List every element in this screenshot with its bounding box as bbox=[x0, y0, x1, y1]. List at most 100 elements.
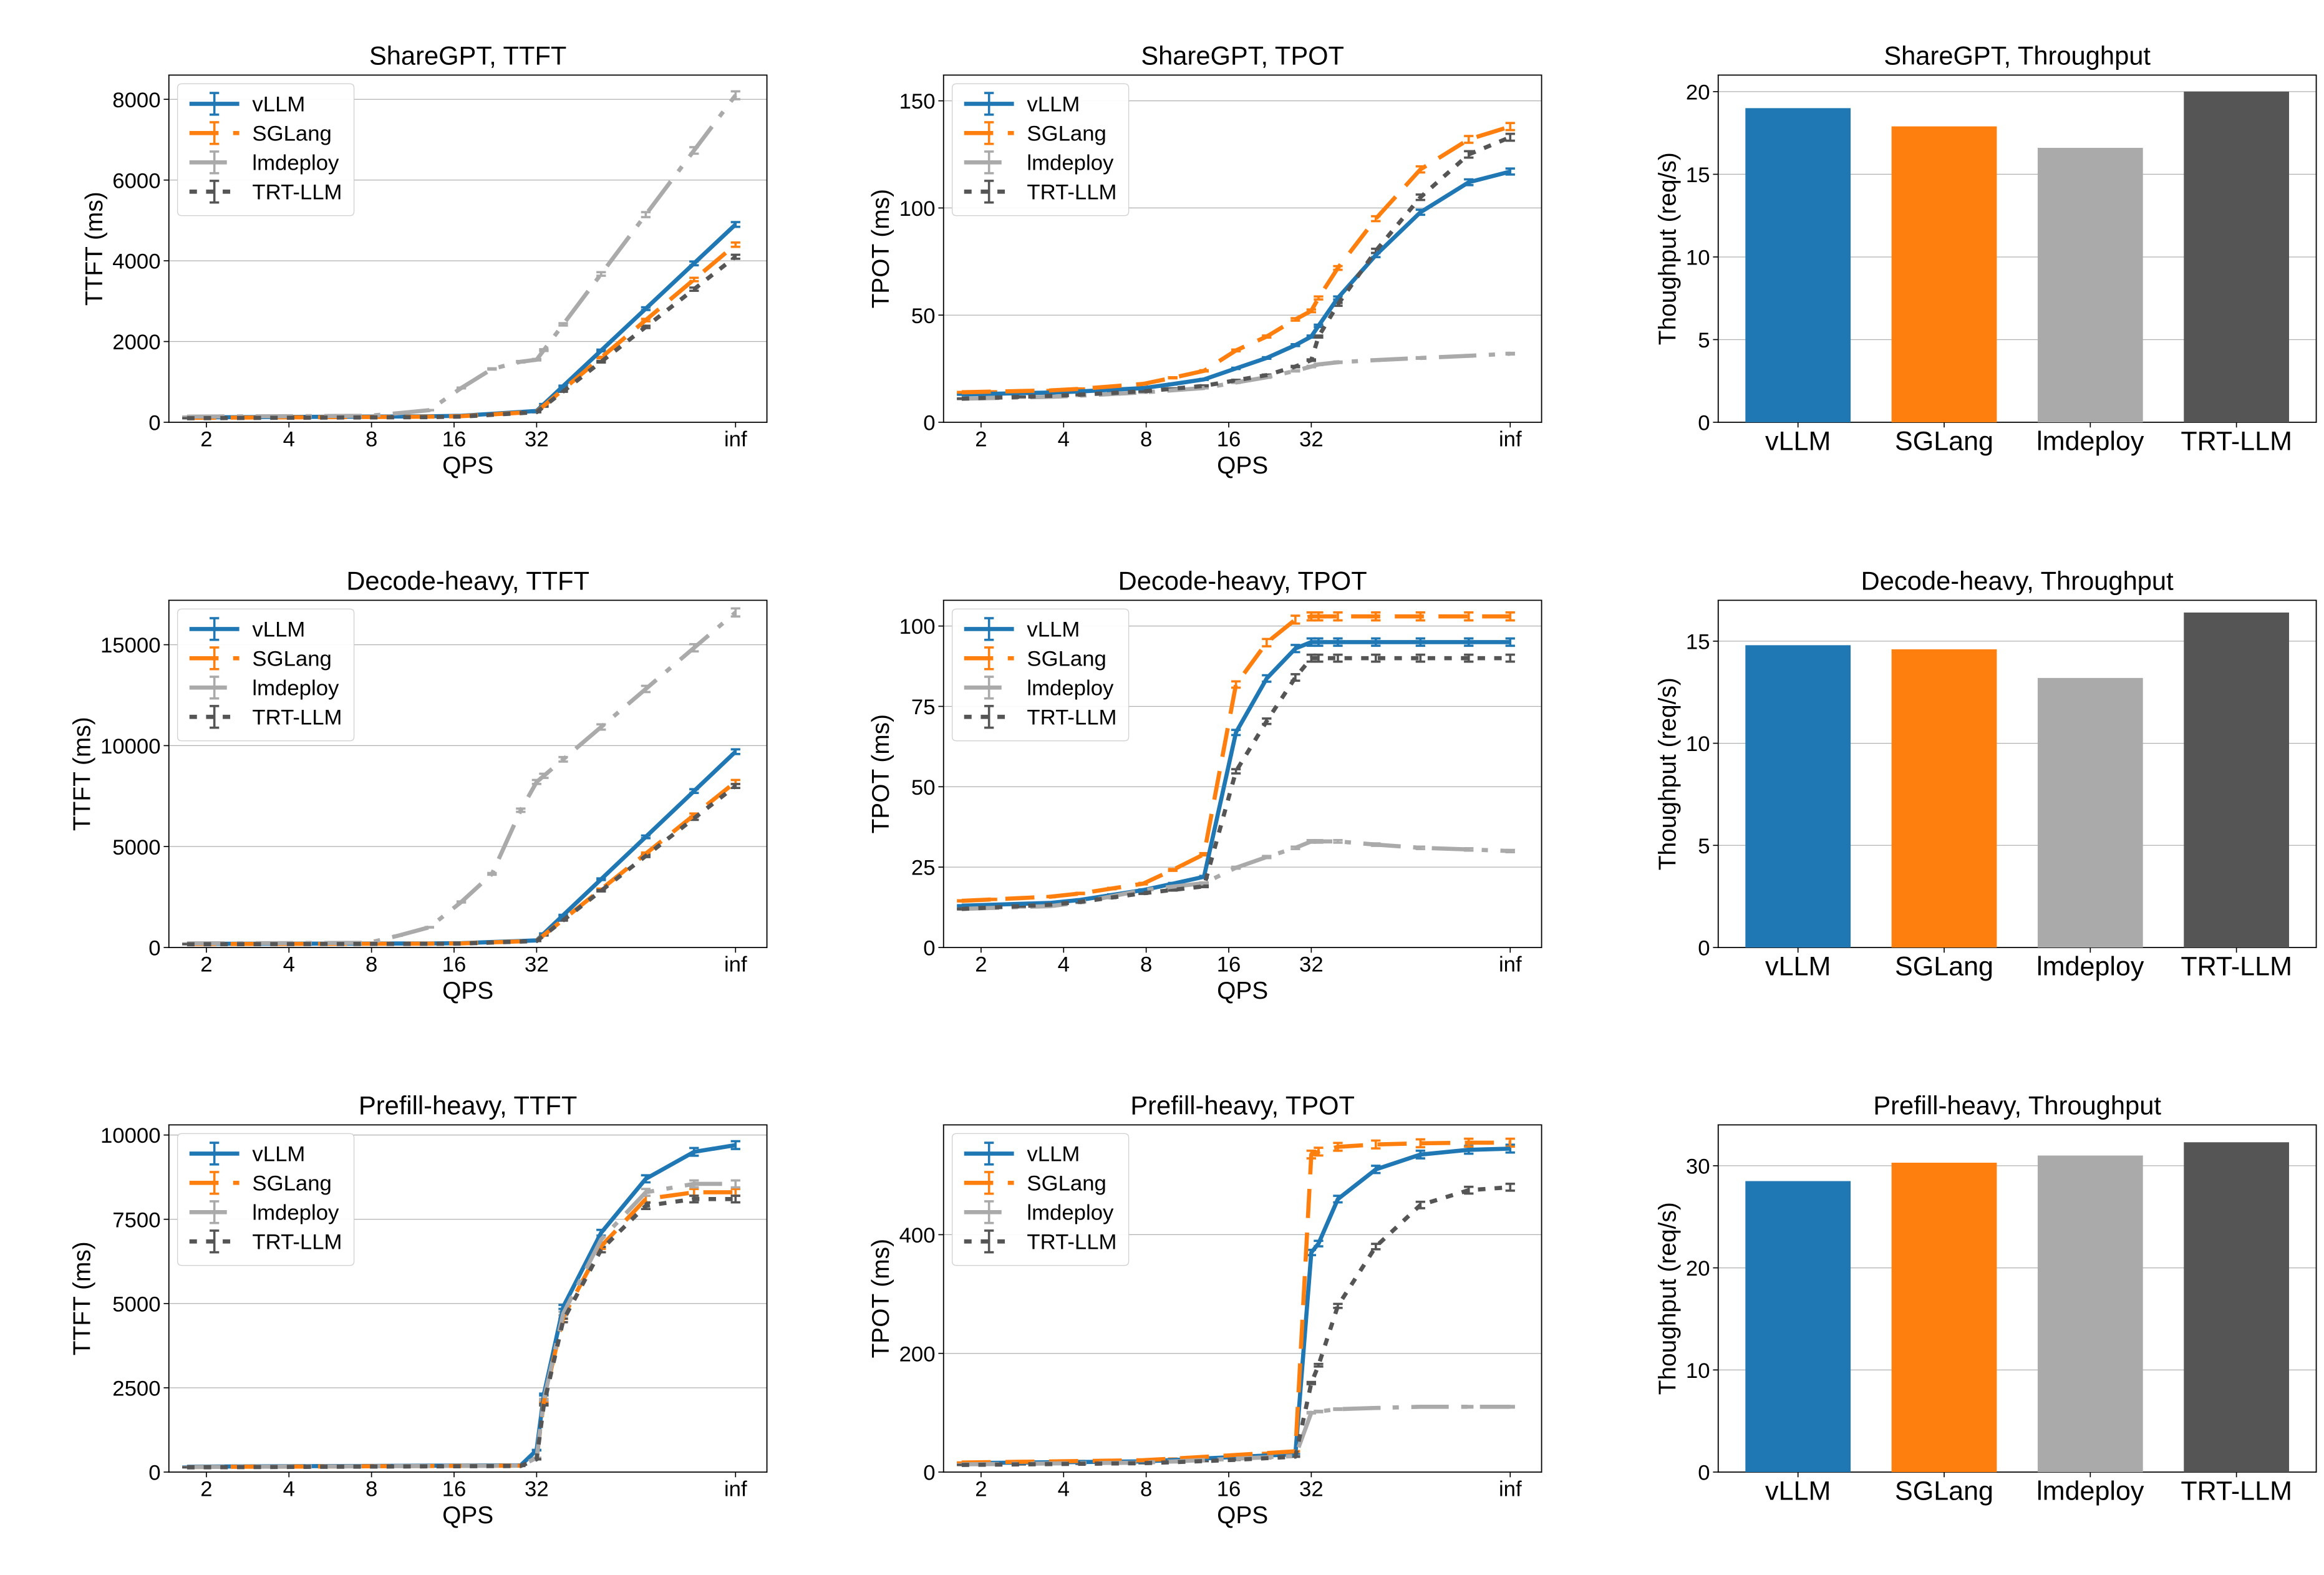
svg-text:Thoughput (req/s): Thoughput (req/s) bbox=[1655, 152, 1682, 345]
svg-text:32: 32 bbox=[525, 952, 549, 976]
svg-text:4: 4 bbox=[283, 427, 295, 451]
svg-text:inf: inf bbox=[1499, 427, 1522, 451]
svg-text:SGLang: SGLang bbox=[252, 122, 331, 146]
svg-text:50: 50 bbox=[911, 304, 936, 328]
svg-text:5: 5 bbox=[1698, 329, 1710, 352]
svg-text:QPS: QPS bbox=[442, 1502, 493, 1529]
svg-text:16: 16 bbox=[1217, 427, 1241, 451]
svg-text:16: 16 bbox=[1217, 1478, 1241, 1501]
svg-text:inf: inf bbox=[1499, 1478, 1522, 1501]
svg-text:32: 32 bbox=[1299, 952, 1324, 976]
svg-text:32: 32 bbox=[1299, 427, 1324, 451]
svg-text:8000: 8000 bbox=[112, 89, 160, 112]
svg-text:2500: 2500 bbox=[112, 1377, 160, 1401]
svg-text:lmdeploy: lmdeploy bbox=[252, 676, 339, 700]
svg-text:SGLang: SGLang bbox=[252, 647, 331, 671]
svg-text:0: 0 bbox=[923, 412, 935, 435]
svg-text:SGLang: SGLang bbox=[1027, 647, 1106, 671]
svg-text:8: 8 bbox=[1140, 952, 1152, 976]
svg-text:TTFT (ms): TTFT (ms) bbox=[81, 191, 108, 306]
svg-text:SGLang: SGLang bbox=[1027, 122, 1106, 146]
svg-text:2: 2 bbox=[200, 952, 212, 976]
svg-text:QPS: QPS bbox=[1217, 977, 1268, 1004]
svg-text:TTFT (ms): TTFT (ms) bbox=[69, 717, 96, 831]
svg-text:SGLang: SGLang bbox=[252, 1172, 331, 1196]
svg-text:TPOT (ms): TPOT (ms) bbox=[868, 714, 894, 833]
svg-text:4: 4 bbox=[283, 952, 295, 976]
svg-text:Decode-heavy, TTFT: Decode-heavy, TTFT bbox=[346, 566, 589, 595]
svg-text:lmdeploy: lmdeploy bbox=[2036, 1476, 2144, 1506]
svg-text:0: 0 bbox=[1698, 412, 1710, 435]
svg-text:TTFT (ms): TTFT (ms) bbox=[69, 1242, 96, 1356]
svg-text:vLLM: vLLM bbox=[1765, 1476, 1831, 1506]
svg-text:20: 20 bbox=[1686, 80, 1710, 104]
svg-text:8: 8 bbox=[1140, 427, 1152, 451]
svg-text:0: 0 bbox=[923, 936, 935, 960]
svg-text:150: 150 bbox=[899, 90, 936, 114]
svg-text:8: 8 bbox=[1140, 1478, 1152, 1501]
svg-text:4: 4 bbox=[1058, 427, 1070, 451]
svg-text:10000: 10000 bbox=[100, 735, 161, 758]
svg-text:75: 75 bbox=[911, 695, 936, 719]
svg-text:QPS: QPS bbox=[1217, 1502, 1268, 1529]
svg-text:inf: inf bbox=[724, 1478, 747, 1501]
svg-text:5000: 5000 bbox=[112, 1293, 160, 1317]
svg-text:8: 8 bbox=[366, 952, 377, 976]
svg-text:lmdeploy: lmdeploy bbox=[252, 1201, 339, 1225]
svg-text:TRT-LLM: TRT-LLM bbox=[1027, 180, 1116, 204]
svg-text:5000: 5000 bbox=[112, 835, 160, 859]
svg-text:15: 15 bbox=[1686, 163, 1710, 187]
svg-text:lmdeploy: lmdeploy bbox=[2036, 426, 2144, 456]
svg-text:2: 2 bbox=[200, 427, 212, 451]
svg-text:vLLM: vLLM bbox=[252, 618, 305, 641]
svg-text:lmdeploy: lmdeploy bbox=[1027, 676, 1114, 700]
svg-text:16: 16 bbox=[442, 427, 467, 451]
svg-text:25: 25 bbox=[911, 856, 936, 880]
svg-text:ShareGPT, TTFT: ShareGPT, TTFT bbox=[369, 41, 566, 70]
svg-text:vLLM: vLLM bbox=[1765, 426, 1831, 456]
svg-text:ShareGPT, TPOT: ShareGPT, TPOT bbox=[1141, 41, 1344, 70]
svg-text:TRT-LLM: TRT-LLM bbox=[1027, 705, 1116, 729]
svg-text:8: 8 bbox=[366, 427, 377, 451]
svg-text:32: 32 bbox=[525, 427, 549, 451]
svg-text:SGLang: SGLang bbox=[1895, 951, 1993, 981]
svg-text:0: 0 bbox=[1698, 936, 1710, 960]
svg-text:2: 2 bbox=[975, 427, 987, 451]
svg-text:Thoughput (req/s): Thoughput (req/s) bbox=[1655, 677, 1682, 870]
svg-text:15: 15 bbox=[1686, 630, 1710, 654]
svg-text:4: 4 bbox=[1058, 1478, 1070, 1501]
svg-text:0: 0 bbox=[1698, 1461, 1710, 1485]
svg-text:TRT-LLM: TRT-LLM bbox=[1027, 1231, 1116, 1254]
svg-text:Prefill-heavy, TTFT: Prefill-heavy, TTFT bbox=[359, 1091, 577, 1120]
svg-text:10: 10 bbox=[1686, 1359, 1710, 1383]
svg-text:TPOT (ms): TPOT (ms) bbox=[868, 189, 894, 308]
svg-text:16: 16 bbox=[442, 1478, 467, 1501]
svg-text:200: 200 bbox=[899, 1343, 936, 1367]
svg-text:16: 16 bbox=[442, 952, 467, 976]
svg-text:0: 0 bbox=[148, 936, 160, 960]
svg-text:lmdeploy: lmdeploy bbox=[1027, 151, 1114, 175]
svg-text:15000: 15000 bbox=[100, 634, 161, 657]
svg-text:Thoughput (req/s): Thoughput (req/s) bbox=[1655, 1202, 1682, 1395]
svg-text:30: 30 bbox=[1686, 1155, 1710, 1179]
svg-text:Decode-heavy, Throughput: Decode-heavy, Throughput bbox=[1861, 566, 2174, 595]
svg-text:0: 0 bbox=[148, 1461, 160, 1485]
svg-text:inf: inf bbox=[724, 427, 747, 451]
svg-text:QPS: QPS bbox=[442, 452, 493, 479]
svg-text:SGLang: SGLang bbox=[1895, 1476, 1993, 1506]
svg-text:4000: 4000 bbox=[112, 250, 160, 274]
svg-text:10000: 10000 bbox=[100, 1125, 161, 1148]
svg-text:vLLM: vLLM bbox=[1765, 951, 1831, 981]
svg-text:6000: 6000 bbox=[112, 169, 160, 193]
svg-text:0: 0 bbox=[148, 412, 160, 435]
svg-text:4: 4 bbox=[1058, 952, 1070, 976]
svg-text:TRT-LLM: TRT-LLM bbox=[252, 180, 342, 204]
svg-text:20: 20 bbox=[1686, 1257, 1710, 1281]
svg-text:vLLM: vLLM bbox=[252, 1143, 305, 1166]
svg-text:vLLM: vLLM bbox=[252, 93, 305, 117]
svg-text:5: 5 bbox=[1698, 835, 1710, 858]
svg-text:lmdeploy: lmdeploy bbox=[2036, 951, 2144, 981]
svg-text:32: 32 bbox=[1299, 1478, 1324, 1501]
svg-text:lmdeploy: lmdeploy bbox=[252, 151, 339, 175]
svg-text:2: 2 bbox=[975, 1478, 987, 1501]
